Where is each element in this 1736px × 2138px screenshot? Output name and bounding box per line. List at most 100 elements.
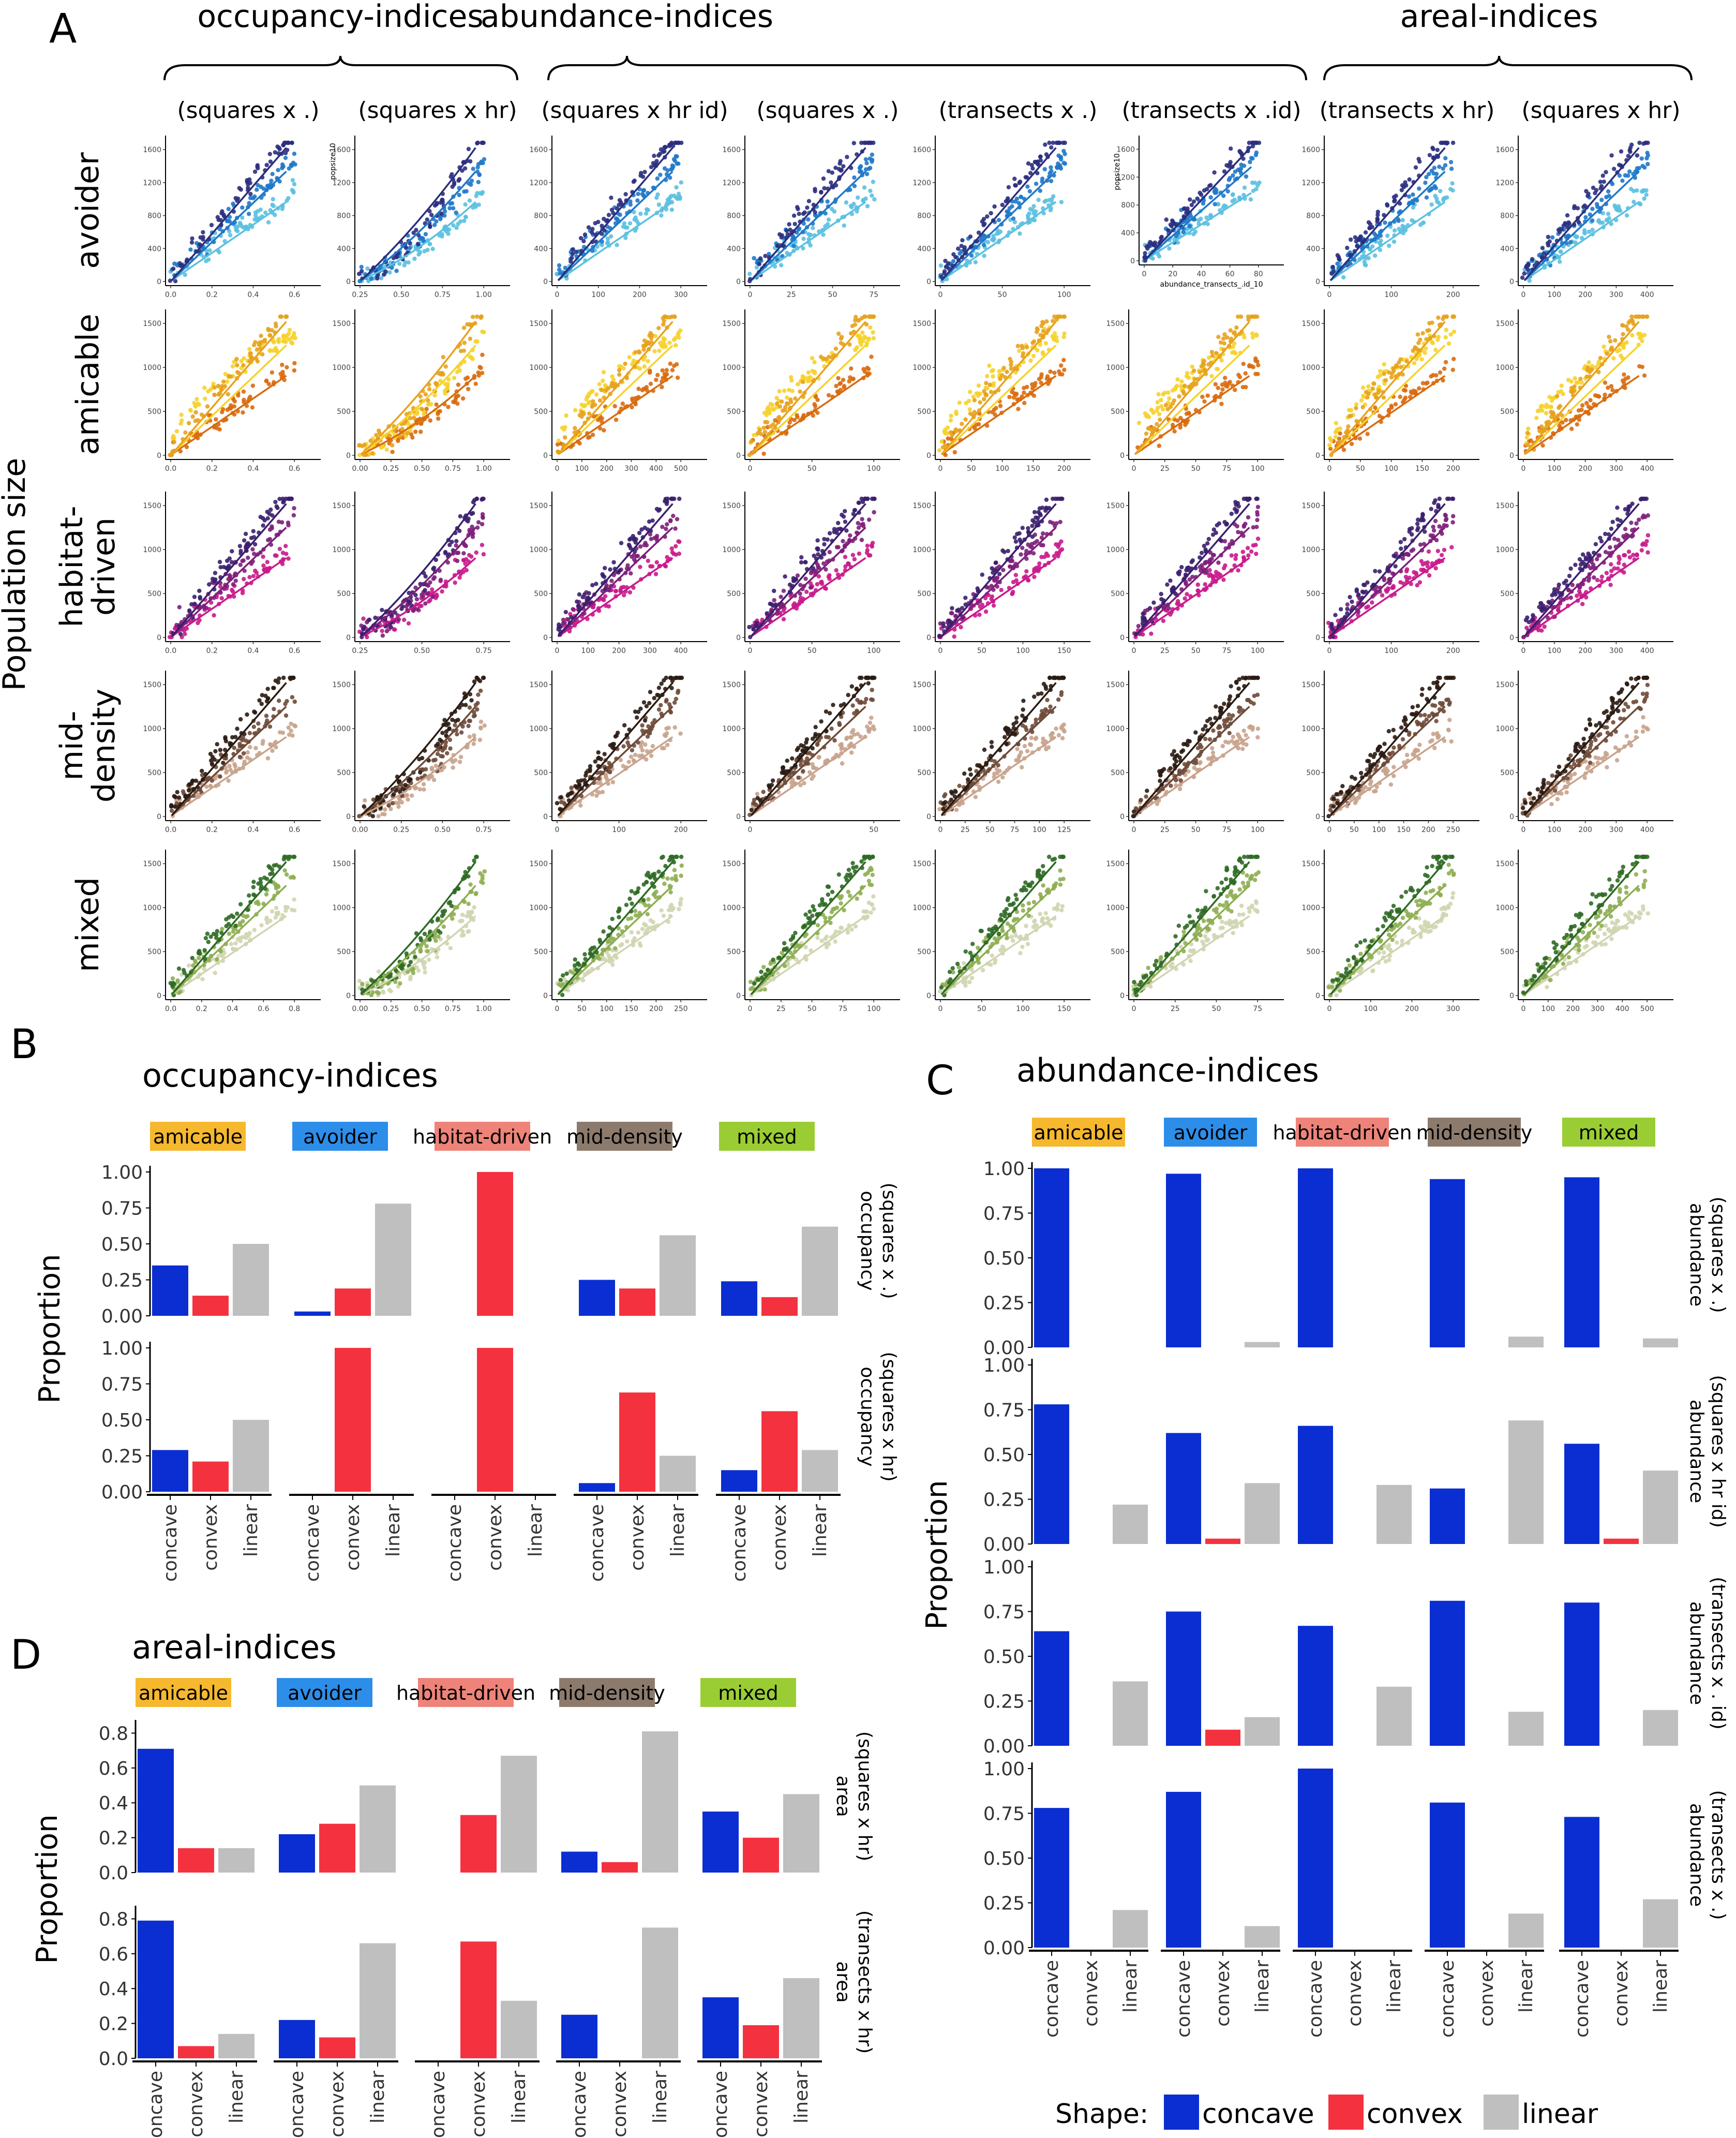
scatter-point [251, 196, 256, 201]
scatter-point [862, 185, 867, 190]
y-tick-label: 0 [346, 278, 351, 286]
scatter-point [839, 336, 844, 341]
x-tick-label: 0.4 [247, 291, 259, 299]
scatter-point [803, 576, 808, 581]
panel-letter: A [49, 6, 77, 52]
scatter-point [172, 261, 177, 266]
x-tick-label: 150 [1415, 465, 1429, 473]
x-tick-label: 200 [1578, 465, 1592, 473]
scatter-point [791, 578, 796, 583]
scatter-point [1360, 385, 1366, 390]
scatter-point [844, 528, 849, 533]
scatter-point [1641, 189, 1645, 194]
scatter-point [471, 511, 475, 515]
scatter-point [1379, 239, 1383, 243]
scatter-point [359, 264, 364, 270]
scatter-point [1389, 375, 1394, 380]
scatter-point [289, 340, 294, 345]
scatter-point [996, 218, 1001, 222]
y-tick-label: 800 [1500, 212, 1514, 220]
x-tick-label: 25 [1160, 647, 1170, 655]
scatter-point [1432, 166, 1436, 170]
y-tick-label: 0 [926, 278, 931, 286]
x-tick-label: 0.50 [393, 291, 409, 299]
x-tick-label: 0 [555, 291, 560, 299]
x-tick-label: 150 [1057, 647, 1071, 655]
scatter-point [461, 551, 466, 556]
scatter-point [859, 496, 864, 501]
scatter-point [457, 575, 462, 580]
x-tick-label: 0 [555, 465, 560, 473]
x-tick-label: 200 [1057, 465, 1071, 473]
y-tick-label: 800 [917, 212, 931, 220]
scatter-point [222, 384, 228, 389]
scatter-point [798, 583, 803, 587]
scatter-point [1420, 331, 1425, 336]
scatter-point [620, 402, 625, 406]
x-tick-label: 0.6 [289, 647, 300, 655]
y-tick-label: 1200 [1116, 173, 1135, 182]
scatter-point [1054, 140, 1059, 145]
trend-line [751, 201, 866, 281]
scatter-point [580, 595, 585, 600]
scatter-point [1387, 243, 1391, 248]
scatter-point [1544, 403, 1549, 407]
y-tick-label: 400 [1121, 229, 1135, 237]
scatter-point [772, 588, 776, 593]
scatter-point [849, 205, 854, 210]
scatter-point [1218, 340, 1223, 345]
scatter-point [177, 605, 182, 610]
scatter-point [623, 361, 627, 366]
scatter-point [789, 375, 794, 380]
scatter-point [1209, 374, 1214, 379]
scatter-point [1031, 339, 1037, 344]
scatter-point [1250, 331, 1255, 336]
scatter-point [868, 325, 873, 330]
scatter-points [168, 140, 297, 284]
y-tick-label: 1000 [529, 364, 548, 372]
scatter-point [611, 560, 616, 565]
y-tick-label: 1600 [332, 146, 351, 154]
scatter-point [870, 152, 875, 157]
scatter-point [1025, 384, 1029, 390]
scatter-point [466, 146, 471, 152]
scatter-point [1608, 339, 1613, 344]
scatter-point [627, 590, 633, 595]
scatter-point [1560, 420, 1565, 425]
scatter-point [1028, 171, 1033, 175]
scatter-point [1644, 156, 1649, 160]
x-tick-label: 300 [1609, 291, 1623, 299]
scatter-point [1642, 196, 1647, 201]
scatter-point [1153, 240, 1158, 245]
scatter-point [1230, 199, 1235, 204]
scatter-point [219, 211, 224, 216]
scatter-point [1057, 496, 1062, 501]
scatter-point [675, 154, 679, 159]
scatter-point [475, 314, 480, 319]
y-tick-label: 0 [736, 452, 741, 460]
scatter-point [649, 336, 654, 340]
scatter-point [1233, 169, 1238, 174]
scatter-point [655, 192, 660, 197]
x-tick-label: 0.75 [445, 465, 461, 473]
x-tick-label: 50 [807, 465, 817, 473]
scatter-point [1190, 364, 1194, 369]
scatter-point [834, 545, 840, 550]
scatter-point [284, 552, 289, 556]
scatter-point [1027, 189, 1032, 194]
scatter-point [953, 429, 959, 434]
scatter-point [1236, 568, 1240, 573]
scatter-point [615, 217, 620, 221]
scatter-point [775, 243, 780, 248]
scatter-point [662, 166, 667, 171]
scatter-point [1580, 403, 1585, 408]
scatter-point [801, 375, 806, 380]
trend-line [750, 171, 866, 281]
scatter-point [1425, 328, 1430, 333]
scatter-point [1045, 554, 1051, 558]
scatter-point [467, 181, 471, 186]
x-tick-label: 200 [612, 647, 626, 655]
scatter-point [1334, 429, 1339, 434]
scatter-point [1363, 262, 1367, 267]
scatter-point [1613, 338, 1618, 343]
